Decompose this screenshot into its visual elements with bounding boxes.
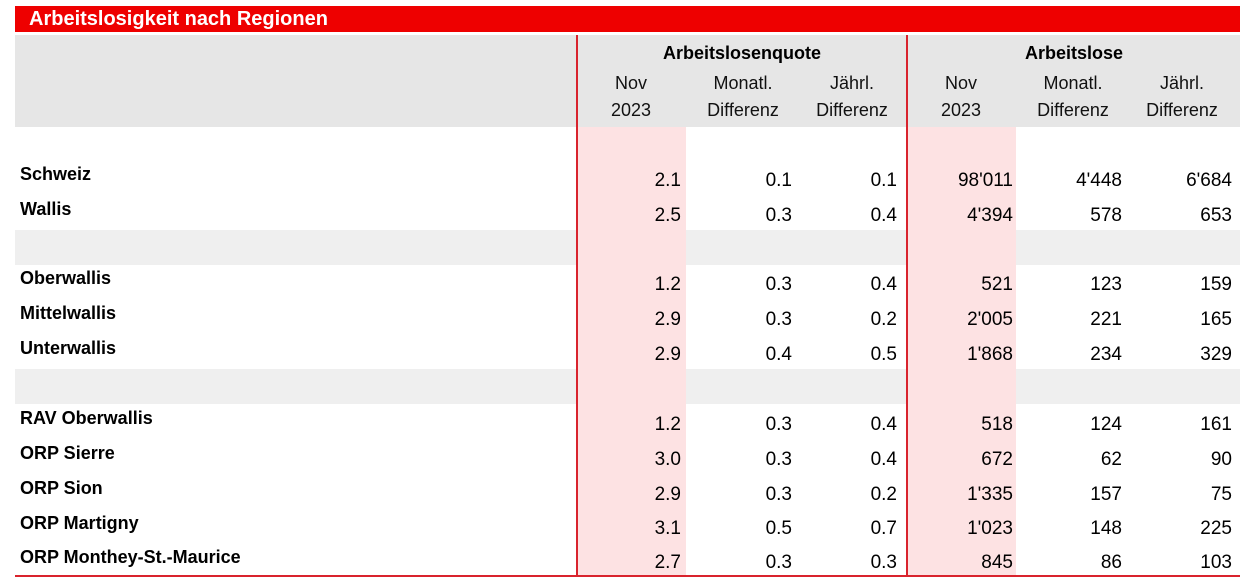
cell-quote-monatl: 0.3: [765, 274, 792, 295]
header-background: [15, 35, 1240, 127]
cell-arbeitslose-jaehrl: 225: [1200, 518, 1232, 539]
cell-quote-nov: 1.2: [654, 414, 681, 435]
cell-quote-nov: 2.7: [654, 552, 681, 573]
row-label: Oberwallis: [20, 268, 112, 288]
subheader-quote-monatl: Monatl. Differenz: [707, 73, 779, 120]
column-divider: [906, 35, 908, 577]
subheader-arbeitslose-jaehrl: Jährl. Differenz: [1146, 73, 1218, 120]
cell-arbeitslose-monatl: 234: [1090, 344, 1122, 365]
cell-quote-monatl: 0.3: [765, 552, 792, 573]
cell-quote-monatl: 0.5: [765, 518, 792, 539]
cell-quote-jaehrl: 0.3: [870, 552, 897, 573]
cell-quote-nov: 2.5: [654, 205, 681, 226]
cell-arbeitslose-nov: 1'335: [967, 484, 1013, 505]
cell-arbeitslose-jaehrl: 75: [1210, 484, 1232, 505]
column-divider: [576, 35, 578, 577]
row-label: ORP Sion: [20, 478, 103, 498]
cell-quote-jaehrl: 0.1: [870, 170, 897, 191]
cell-arbeitslose-monatl: 148: [1090, 518, 1122, 539]
cell-arbeitslose-monatl: 221: [1090, 309, 1122, 330]
highlight-column-arbeitslose-nov: [908, 127, 1016, 577]
row-label: Wallis: [20, 199, 72, 219]
cell-quote-nov: 2.9: [654, 309, 681, 330]
cell-arbeitslose-jaehrl: 653: [1200, 205, 1232, 226]
row-label: RAV Oberwallis: [20, 408, 153, 428]
cell-arbeitslose-monatl: 86: [1100, 552, 1122, 573]
cell-quote-nov: 2.1: [654, 170, 681, 191]
cell-arbeitslose-nov: 521: [981, 274, 1013, 295]
group-header-arbeitslose: Arbeitslose: [1024, 43, 1124, 63]
subheader-arbeitslose-monatl: Monatl. Differenz: [1037, 73, 1109, 120]
cell-quote-nov: 2.9: [654, 484, 681, 505]
cell-arbeitslose-nov: 845: [981, 552, 1013, 573]
cell-quote-nov: 3.1: [654, 518, 681, 539]
subheader-quote-jaehrl: Jährl. Differenz: [816, 73, 888, 120]
cell-arbeitslose-nov: 672: [981, 449, 1013, 470]
cell-quote-jaehrl: 0.4: [870, 205, 897, 226]
cell-arbeitslose-jaehrl: 90: [1210, 449, 1232, 470]
highlight-column-quote-nov: [578, 127, 686, 577]
cell-quote-monatl: 0.3: [765, 484, 792, 505]
cell-quote-nov: 2.9: [654, 344, 681, 365]
cell-arbeitslose-jaehrl: 103: [1200, 552, 1232, 573]
cell-quote-nov: 1.2: [654, 274, 681, 295]
cell-arbeitslose-monatl: 123: [1090, 274, 1122, 295]
cell-arbeitslose-monatl: 578: [1090, 205, 1122, 226]
cell-arbeitslose-nov: 2'005: [967, 309, 1013, 330]
cell-arbeitslose-nov: 518: [981, 414, 1013, 435]
row-label: Mittelwallis: [20, 303, 117, 323]
cell-arbeitslose-monatl: 157: [1090, 484, 1122, 505]
cell-arbeitslose-jaehrl: 6'684: [1186, 170, 1232, 191]
cell-quote-monatl: 0.1: [765, 170, 792, 191]
cell-quote-jaehrl: 0.4: [870, 449, 897, 470]
subheader-quote-nov: Nov 2023: [610, 73, 652, 120]
row-label: Schweiz: [20, 164, 92, 184]
cell-arbeitslose-monatl: 62: [1100, 449, 1122, 470]
cell-quote-jaehrl: 0.4: [870, 274, 897, 295]
row-label: ORP Monthey-St.-Maurice: [20, 547, 241, 567]
cell-arbeitslose-nov: 1'868: [967, 344, 1013, 365]
row-label: ORP Sierre: [20, 443, 115, 463]
cell-arbeitslose-jaehrl: 329: [1200, 344, 1232, 365]
cell-quote-jaehrl: 0.4: [870, 414, 897, 435]
cell-arbeitslose-jaehrl: 161: [1200, 414, 1232, 435]
cell-quote-jaehrl: 0.5: [870, 344, 897, 365]
cell-arbeitslose-nov: 98'011: [957, 170, 1013, 191]
cell-quote-jaehrl: 0.7: [870, 518, 897, 539]
cell-arbeitslose-monatl: 4'448: [1076, 170, 1122, 191]
cell-quote-monatl: 0.3: [765, 449, 792, 470]
cell-quote-monatl: 0.4: [765, 344, 792, 365]
cell-arbeitslose-nov: 4'394: [967, 205, 1013, 226]
row-label: Unterwallis: [20, 338, 117, 358]
cell-quote-monatl: 0.3: [765, 205, 792, 226]
cell-quote-monatl: 0.3: [765, 414, 792, 435]
cell-arbeitslose-monatl: 124: [1090, 414, 1122, 435]
cell-quote-jaehrl: 0.2: [870, 309, 897, 330]
row-label: ORP Martigny: [20, 513, 139, 533]
table-bottom-border: [15, 575, 1240, 577]
cell-arbeitslose-jaehrl: 159: [1200, 274, 1232, 295]
subheader-arbeitslose-nov: Nov 2023: [940, 73, 982, 120]
cell-arbeitslose-jaehrl: 165: [1200, 309, 1232, 330]
cell-arbeitslose-nov: 1'023: [967, 518, 1013, 539]
group-header-arbeitslosenquote: Arbeitslosenquote: [662, 43, 822, 63]
cell-quote-monatl: 0.3: [765, 309, 792, 330]
table-title: Arbeitslosigkeit nach Regionen: [15, 6, 1240, 32]
cell-quote-nov: 3.0: [654, 449, 681, 470]
cell-quote-jaehrl: 0.2: [870, 484, 897, 505]
